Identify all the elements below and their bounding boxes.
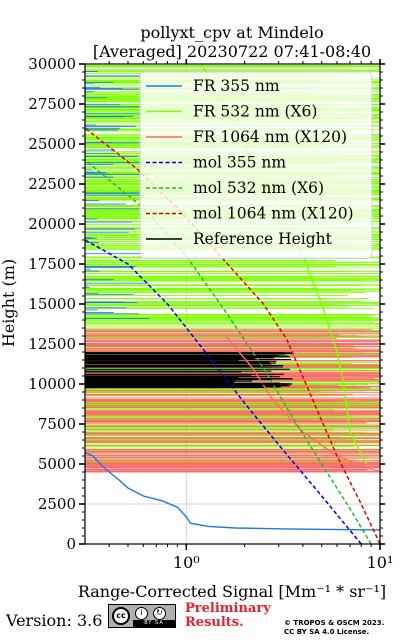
cc-badge-strip: BY SA (133, 620, 175, 627)
y-tick-label: 12500 (28, 335, 76, 353)
y-tick-label: 27500 (28, 95, 76, 113)
cc-icon: cc (112, 607, 130, 625)
x-axis-label: Range-Corrected Signal [Mm⁻¹ * sr⁻¹] (78, 582, 386, 601)
attribution-icon: i (135, 607, 148, 620)
y-tick-label: 25000 (28, 135, 76, 153)
copyright-notice: © TROPOS & OSCM 2023. CC BY SA 4.0 Licen… (284, 619, 384, 637)
chart-title-line1: pollyxt_cpv at Mindelo (140, 23, 323, 42)
copyright-line2: CC BY SA 4.0 License. (284, 628, 370, 636)
y-tick-label: 2500 (38, 495, 76, 513)
y-tick-label: 22500 (28, 175, 76, 193)
legend-entry-label: Reference Height (193, 230, 333, 248)
y-tick-label: 30000 (28, 55, 76, 73)
series-line-3 (84, 239, 362, 545)
legend-entry-label: mol 532 nm (X6) (193, 179, 324, 197)
series-line-2 (225, 335, 381, 473)
x-tick-label: 10¹ (367, 553, 394, 572)
legend-entry-label: mol 1064 nm (X120) (193, 205, 354, 223)
legend-entry-label: FR 1064 nm (X120) (193, 128, 347, 146)
y-tick-label: 0 (66, 535, 76, 553)
y-tick-label: 10000 (28, 375, 76, 393)
y-tick-label: 7500 (38, 415, 76, 433)
version-label: Version: 3.6 (6, 611, 103, 630)
chart-title-line2: [Averaged] 20230722 07:41-08:40 (93, 42, 371, 61)
legend-entry-label: FR 532 nm (X6) (193, 103, 317, 121)
y-axis-label: Height (m) (0, 259, 18, 347)
legend-entry-label: FR 355 nm (193, 77, 280, 95)
x-tick-label: 10⁰ (173, 553, 200, 572)
preliminary-notice: Preliminary Results. (185, 602, 271, 630)
series-line-0 (84, 452, 381, 531)
y-tick-label: 20000 (28, 215, 76, 233)
y-tick-label: 5000 (38, 455, 76, 473)
legend-box (139, 71, 373, 259)
cc-license-badge: cc i ↻ BY SA (108, 604, 176, 628)
share-alike-icon: ↻ (153, 607, 166, 620)
y-tick-label: 15000 (28, 295, 76, 313)
preliminary-line2: Results. (185, 615, 244, 630)
preliminary-line1: Preliminary (185, 601, 271, 616)
y-tick-label: 17500 (28, 255, 76, 273)
copyright-line1: © TROPOS & OSCM 2023. (284, 619, 385, 627)
legend-entry-label: mol 355 nm (193, 154, 286, 172)
